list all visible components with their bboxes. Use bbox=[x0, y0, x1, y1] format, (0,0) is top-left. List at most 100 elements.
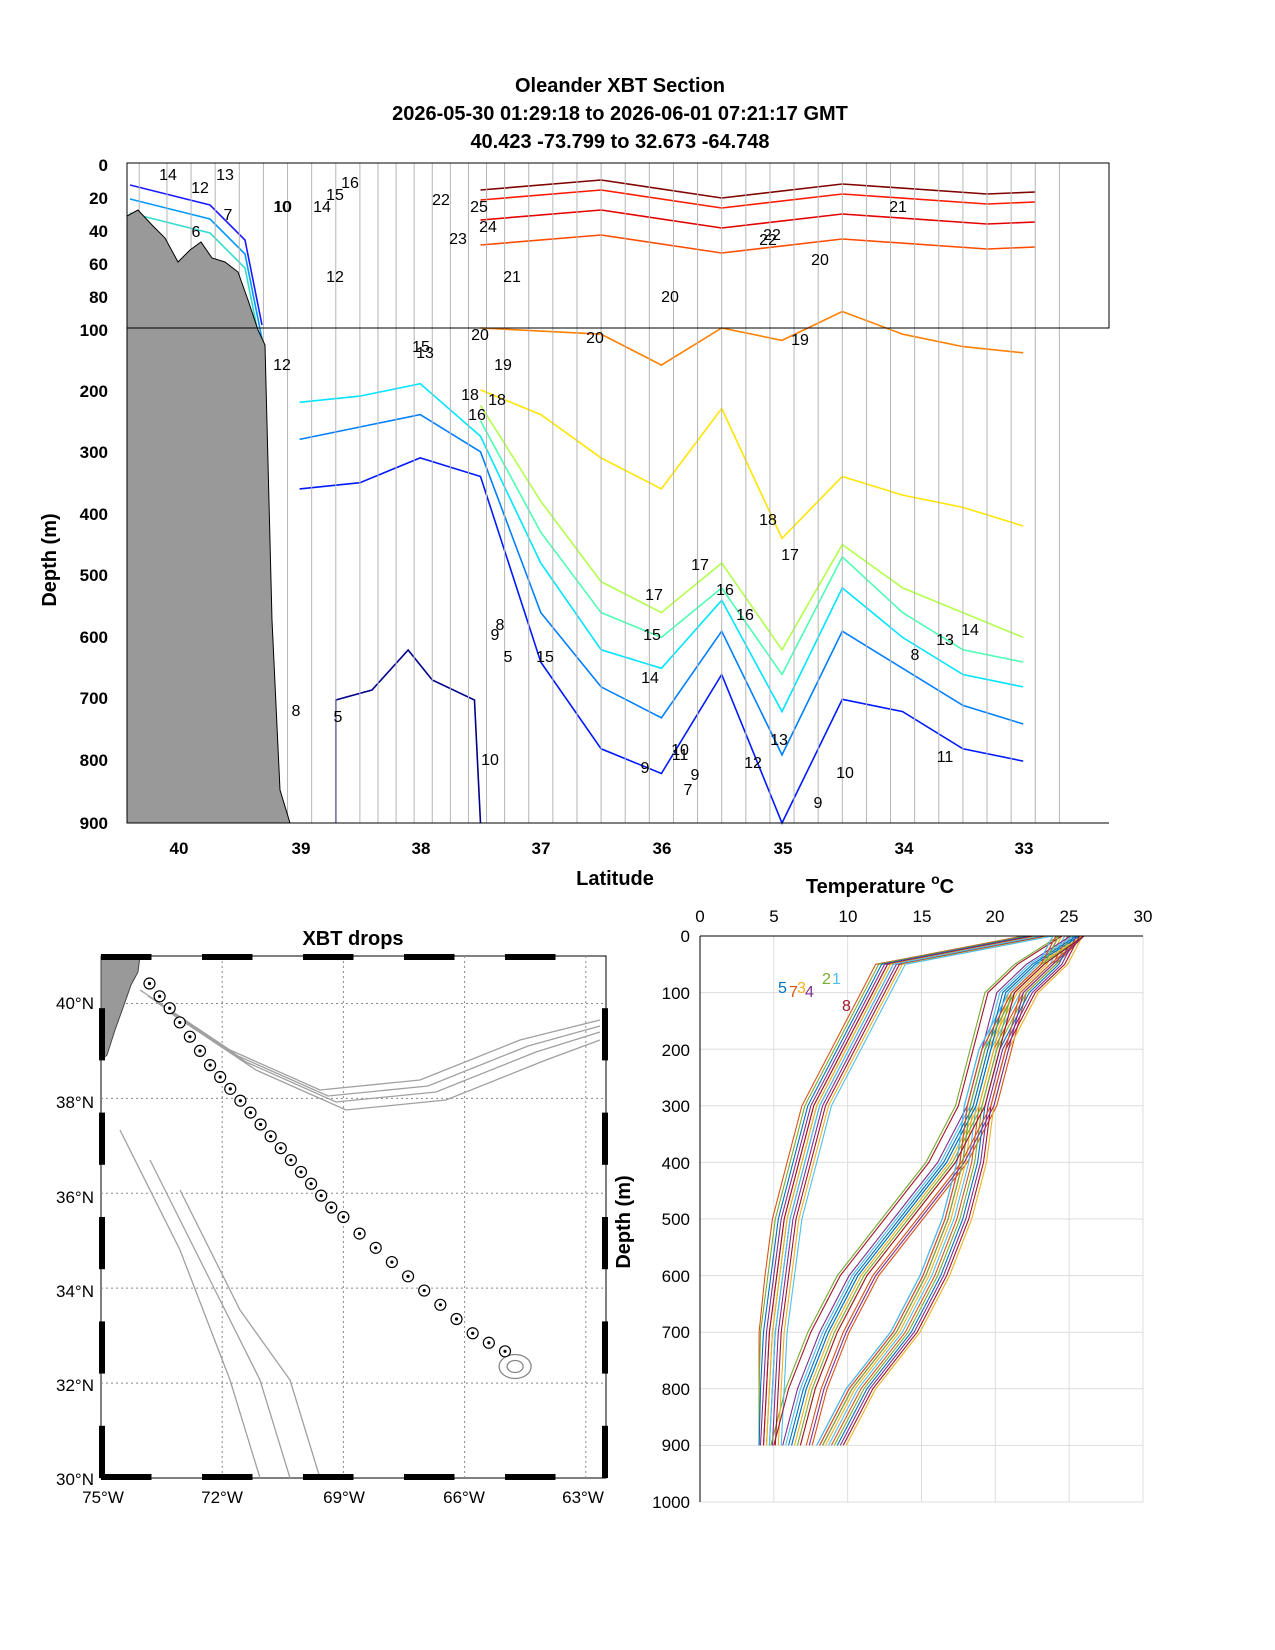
xtick-37: 37 bbox=[532, 839, 551, 858]
contour-label: 22 bbox=[759, 232, 777, 249]
pdepth-400: 400 bbox=[662, 1154, 690, 1173]
contour-label: 5 bbox=[504, 649, 513, 666]
contour-label: 14 bbox=[313, 199, 331, 216]
lon-63w: 63°W bbox=[562, 1488, 604, 1507]
contour-label: 14 bbox=[641, 670, 659, 687]
drop-point-center bbox=[198, 1049, 202, 1053]
drop-point-center bbox=[299, 1170, 303, 1174]
contour-label: 12 bbox=[744, 755, 762, 772]
contour-label: 18 bbox=[461, 387, 479, 404]
map-border-segment bbox=[303, 1474, 354, 1480]
drop-point-center bbox=[178, 1020, 182, 1025]
profile-line bbox=[773, 935, 1063, 1446]
section-upper-frame bbox=[126, 162, 1110, 329]
drop-point-center bbox=[188, 1035, 192, 1039]
map-title: XBT drops bbox=[302, 928, 403, 950]
ytick-0: 0 bbox=[99, 156, 108, 175]
profile-line bbox=[758, 935, 1030, 1446]
map-border-segment bbox=[404, 1474, 455, 1480]
contour-label: 18 bbox=[488, 392, 506, 409]
ytick-100: 100 bbox=[80, 321, 108, 340]
contour-label: 9 bbox=[491, 627, 500, 644]
profiles-lines bbox=[758, 935, 1085, 1446]
contour-label: 12 bbox=[273, 357, 291, 374]
contour-label: 17 bbox=[645, 587, 663, 604]
drop-point-center bbox=[374, 1246, 378, 1250]
profiles-drop-labels: 5 7 3 42 18 bbox=[778, 971, 851, 1015]
contour-label: 20 bbox=[471, 327, 489, 344]
lon-69w: 69°W bbox=[323, 1488, 365, 1507]
map-panel bbox=[99, 954, 608, 1480]
xtick-39: 39 bbox=[292, 839, 311, 858]
section-contours bbox=[129, 179, 1036, 825]
contour-label: 16 bbox=[468, 407, 486, 424]
map-border-segment bbox=[303, 954, 354, 960]
isotherm-12 bbox=[299, 382, 1024, 714]
section-xlabel: Latitude bbox=[576, 868, 654, 890]
profiles-ylabel: Depth (m) bbox=[613, 1175, 635, 1268]
map-bathymetry-contours bbox=[119, 989, 601, 1479]
pdepth-300: 300 bbox=[662, 1097, 690, 1116]
lat-30n: 30°N bbox=[56, 1470, 94, 1489]
lat-40n: 40°N bbox=[56, 994, 94, 1013]
profile-line bbox=[839, 935, 1077, 1446]
bermuda-contour bbox=[506, 1359, 524, 1374]
section-title-line-3: 40.423 -73.799 to 32.673 -64.748 bbox=[470, 131, 769, 153]
section-ylabel: Depth (m) bbox=[39, 513, 61, 606]
ptick-0: 0 bbox=[695, 907, 704, 926]
contour-label: 23 bbox=[449, 231, 467, 248]
ytick-400: 400 bbox=[80, 505, 108, 524]
drop-point-center bbox=[258, 1122, 263, 1127]
map-border-segment bbox=[602, 1112, 608, 1165]
contour-label: 9 bbox=[814, 795, 823, 812]
pdepth-100: 100 bbox=[662, 984, 690, 1003]
drop-label: 4 bbox=[805, 984, 814, 1001]
drop-point-center bbox=[147, 981, 152, 986]
map-border-segment bbox=[101, 954, 152, 960]
map-drop-points bbox=[143, 977, 512, 1358]
ptick-20: 20 bbox=[986, 907, 1005, 926]
contour-label: 19 bbox=[494, 357, 512, 374]
ptick-25: 25 bbox=[1060, 907, 1079, 926]
profile-line bbox=[791, 935, 1080, 1446]
contour-label: 25 bbox=[470, 199, 488, 216]
isotherm-18 bbox=[480, 389, 1024, 540]
contour-label: 17 bbox=[781, 547, 799, 564]
map-border-segment bbox=[602, 1321, 608, 1374]
contour-label: 12 bbox=[326, 269, 344, 286]
lat-38n: 38°N bbox=[56, 1093, 94, 1112]
contour-label: 24 bbox=[479, 219, 497, 236]
ptick-5: 5 bbox=[769, 907, 778, 926]
contour-label: 14 bbox=[961, 622, 979, 639]
profile-line bbox=[819, 935, 1057, 1446]
contour-label: 16 bbox=[716, 582, 734, 599]
profile-line bbox=[805, 935, 1085, 1446]
profile-line bbox=[780, 935, 1054, 1446]
ytick-300: 300 bbox=[80, 443, 108, 462]
isotherm-16 bbox=[479, 404, 1024, 652]
isotherm-23 bbox=[480, 209, 1036, 229]
drop-point-center bbox=[329, 1205, 333, 1210]
drop-point-center bbox=[454, 1317, 459, 1321]
drop-label: 1 bbox=[832, 971, 841, 988]
profiles-xticks: 0 5 10 15 20 25 30 bbox=[695, 907, 1152, 926]
contour-label: 13 bbox=[770, 732, 788, 749]
contour-label: 10 bbox=[836, 765, 854, 782]
ytick-80: 80 bbox=[89, 288, 108, 307]
map-lat-ticks: 40°N 38°N 36°N 34°N 32°N 30°N bbox=[56, 994, 94, 1489]
drop-point-center bbox=[279, 1146, 283, 1150]
section-title-line-2: 2026-05-30 01:29:18 to 2026-06-01 07:21:… bbox=[392, 103, 848, 125]
ptick-15: 15 bbox=[913, 907, 932, 926]
lat-32n: 32°N bbox=[56, 1376, 94, 1395]
ytick-700: 700 bbox=[80, 689, 108, 708]
profile-line bbox=[759, 935, 1033, 1446]
pdepth-900: 900 bbox=[662, 1436, 690, 1455]
drop-point-center bbox=[357, 1232, 362, 1236]
contour-label: 10 bbox=[481, 752, 499, 769]
lon-72w: 72°W bbox=[201, 1488, 243, 1507]
drop-point-center bbox=[390, 1260, 394, 1264]
pdepth-0: 0 bbox=[681, 927, 690, 946]
bermuda-contour bbox=[498, 1353, 532, 1380]
profile-line bbox=[774, 935, 1048, 1446]
